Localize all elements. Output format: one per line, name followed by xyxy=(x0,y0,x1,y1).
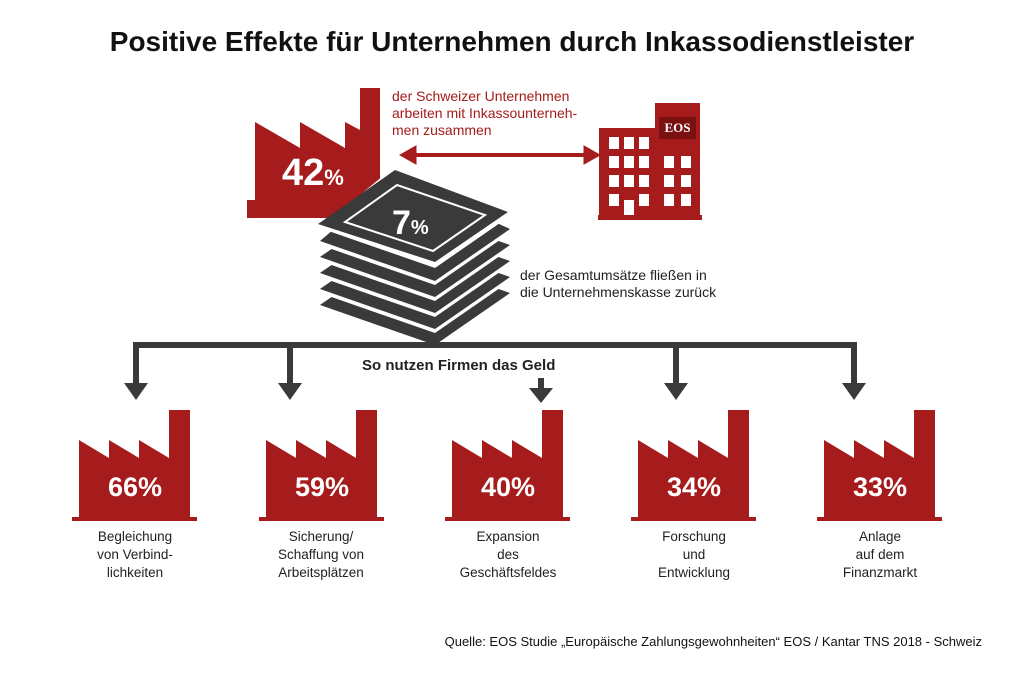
usage-heading: So nutzen Firmen das Geld xyxy=(360,357,558,374)
factory-icon xyxy=(72,410,197,521)
usage-value: 59% xyxy=(294,472,350,502)
caption-line: Schaffung von xyxy=(277,547,365,562)
usage-value: 66% xyxy=(107,472,163,502)
money-description: der Gesamtumsätze fließen in die Unterne… xyxy=(520,267,716,301)
desc-line: die Unternehmenskasse zurück xyxy=(520,284,717,300)
factory-icon xyxy=(259,410,384,521)
factory-icon xyxy=(817,410,942,521)
money-unit: % xyxy=(410,217,429,239)
arrow-heads xyxy=(124,383,866,403)
desc-line: der Gesamtumsätze fließen in xyxy=(520,267,707,283)
usage-caption: Anlage auf dem Finanzmarkt xyxy=(805,528,955,582)
eos-sign: EOS xyxy=(664,120,691,135)
usage-value: 33% xyxy=(852,472,908,502)
caption-line: des xyxy=(497,547,519,562)
desc-line: der Schweizer Unternehmen xyxy=(392,88,570,104)
page-title: Positive Effekte für Unternehmen durch I… xyxy=(109,26,915,57)
caption-line: Sicherung/ xyxy=(288,529,354,544)
usage-caption: Forschung und Entwicklung xyxy=(619,528,769,582)
double-arrow-icon xyxy=(398,145,602,165)
caption-line: lichkeiten xyxy=(106,565,164,580)
caption-line: Begleichung xyxy=(97,529,173,544)
factory-icon xyxy=(445,410,570,521)
caption-line: Entwicklung xyxy=(657,565,731,580)
usage-caption: Expansion des Geschäftsfeldes xyxy=(433,528,583,582)
caption-line: auf dem xyxy=(855,547,905,562)
caption-line: Geschäftsfeldes xyxy=(459,565,557,580)
caption-line: von Verbind- xyxy=(97,547,173,562)
arrow-down-icon xyxy=(664,383,688,400)
arrow-down-icon xyxy=(529,388,553,403)
source-note: Quelle: EOS Studie „Europäische Zahlungs… xyxy=(444,634,982,649)
factory-icon-large xyxy=(247,88,380,218)
factory-icon xyxy=(631,410,756,521)
usage-value: 34% xyxy=(666,472,722,502)
factory-unit: % xyxy=(324,165,344,190)
eos-building-icon xyxy=(598,103,702,220)
money-percentage: 7% xyxy=(392,204,429,243)
top-description: der Schweizer Unternehmen arbeiten mit I… xyxy=(392,88,577,139)
usage-caption: Begleichung von Verbind- lichkeiten xyxy=(60,528,210,582)
money-stack-icon xyxy=(318,166,510,345)
tree-connector xyxy=(133,342,857,390)
caption-line: Expansion xyxy=(476,529,540,544)
money-value: 7 xyxy=(392,204,411,242)
usage-caption: Sicherung/ Schaffung von Arbeitsplätzen xyxy=(246,528,396,582)
desc-line: arbeiten mit Inkassounterneh- xyxy=(392,105,578,121)
usage-value: 40% xyxy=(480,472,536,502)
caption-line: Finanzmarkt xyxy=(842,565,918,580)
caption-line: und xyxy=(682,547,706,562)
caption-line: Forschung xyxy=(662,529,726,544)
caption-line: Anlage xyxy=(858,529,902,544)
arrow-down-icon xyxy=(842,383,866,400)
desc-line: men zusammen xyxy=(392,122,492,138)
factory-percentage: 42% xyxy=(282,152,344,195)
factory-value: 42 xyxy=(282,152,325,194)
arrow-down-icon xyxy=(124,383,148,400)
caption-line: Arbeitsplätzen xyxy=(278,565,364,580)
arrow-down-icon xyxy=(278,383,302,400)
